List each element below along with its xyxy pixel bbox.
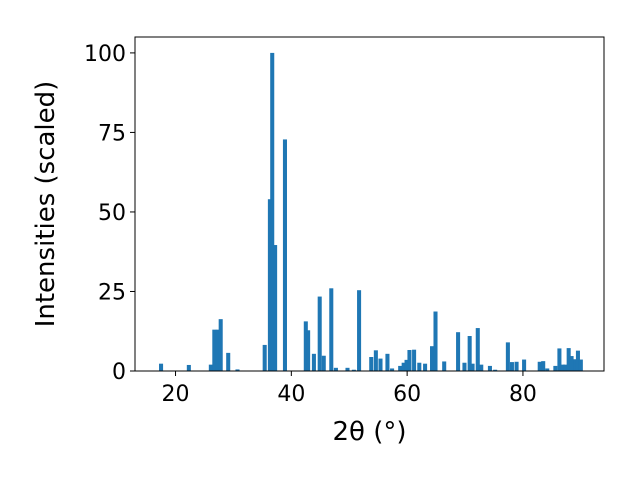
bar	[462, 362, 467, 371]
bar	[560, 364, 565, 371]
bar	[235, 369, 240, 371]
x-tick-label: 80	[509, 382, 537, 407]
x-tick-label: 60	[393, 382, 421, 407]
bar	[317, 296, 322, 371]
bar	[351, 369, 356, 371]
bar	[442, 361, 447, 371]
bar	[563, 364, 568, 371]
bar	[557, 348, 562, 371]
bar	[404, 359, 409, 371]
bar	[226, 352, 231, 371]
bar	[369, 357, 374, 371]
bar	[306, 330, 311, 371]
bar	[433, 311, 438, 371]
bar	[311, 353, 316, 371]
bar	[373, 350, 378, 371]
bar	[273, 245, 278, 371]
bar	[479, 364, 484, 371]
bar	[321, 355, 326, 371]
bar	[417, 362, 422, 371]
y-axis-label: Intensities (scaled)	[31, 81, 61, 328]
y-tick-label: 100	[84, 42, 126, 67]
bar	[218, 319, 223, 371]
x-axis-ticks: 20 40 60 80	[162, 371, 537, 407]
bar	[456, 332, 461, 371]
bar	[398, 365, 403, 371]
bar	[385, 353, 390, 371]
bar	[423, 363, 428, 371]
bar	[509, 362, 514, 371]
bar	[578, 359, 583, 371]
bar	[553, 365, 558, 371]
bar	[333, 367, 338, 371]
bar	[573, 359, 578, 371]
bar	[390, 368, 395, 371]
x-tick-label: 40	[277, 382, 305, 407]
bar	[541, 361, 546, 371]
bar	[262, 344, 267, 371]
x-axis-label: 2θ (°)	[332, 417, 406, 447]
bar	[357, 290, 362, 371]
bar	[575, 350, 580, 371]
bar	[215, 329, 220, 371]
y-tick-label: 75	[98, 121, 126, 146]
bar	[475, 328, 480, 371]
bar	[407, 350, 412, 371]
x-tick-label: 20	[162, 382, 190, 407]
bar	[208, 364, 213, 371]
y-tick-label: 50	[98, 201, 126, 226]
bar	[493, 369, 498, 371]
bar	[537, 361, 542, 371]
bar	[282, 139, 287, 371]
bar	[522, 359, 527, 371]
bar	[545, 368, 550, 371]
bar	[514, 361, 519, 371]
bar	[345, 367, 350, 371]
y-tick-label: 0	[112, 360, 126, 385]
bar	[487, 365, 492, 371]
bar	[505, 342, 510, 371]
bar	[569, 356, 574, 371]
bar	[212, 329, 217, 371]
bar	[329, 288, 334, 371]
y-axis-ticks: 0 25 50 75 100	[84, 42, 135, 385]
bar	[430, 346, 435, 371]
bar	[303, 321, 308, 371]
bar	[467, 336, 472, 371]
bar	[186, 364, 191, 371]
bar	[401, 362, 406, 371]
bar	[412, 349, 417, 371]
bar	[267, 199, 272, 371]
y-tick-label: 25	[98, 280, 126, 305]
plot-frame	[134, 36, 605, 372]
bar	[566, 348, 571, 371]
bar	[378, 358, 383, 371]
bar	[270, 52, 275, 372]
bar	[159, 363, 164, 371]
bars-group	[159, 52, 583, 372]
bar	[470, 363, 475, 371]
